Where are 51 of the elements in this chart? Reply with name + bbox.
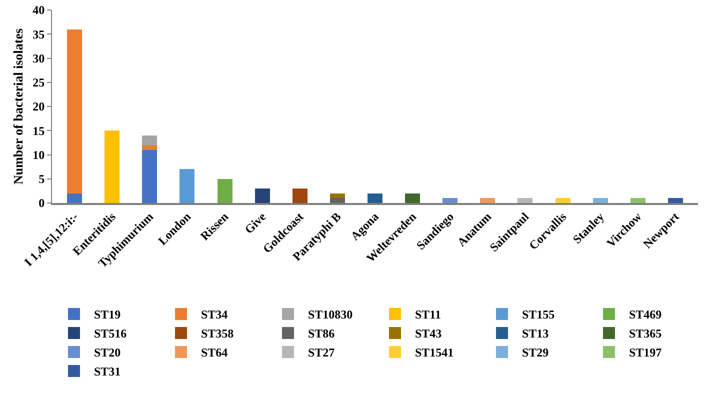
legend-label: ST155 (522, 308, 555, 322)
bar (367, 193, 383, 203)
x-tick-label: Give (242, 209, 270, 236)
legend-label: ST64 (201, 346, 228, 360)
legend-label: ST13 (522, 326, 549, 341)
bar (67, 29, 82, 194)
y-tick-label: 20 (32, 100, 45, 114)
bar (217, 178, 232, 203)
bar (480, 198, 496, 203)
y-tick-label: 15 (32, 124, 45, 138)
bar (104, 130, 120, 203)
y-tick-label: 10 (32, 148, 45, 162)
bar (142, 145, 158, 150)
bar (630, 198, 646, 203)
legend-label: ST31 (94, 364, 121, 379)
bar (518, 198, 533, 203)
bar (142, 135, 158, 146)
y-tick-label: 25 (32, 76, 45, 90)
legend-label: ST19 (94, 308, 121, 322)
legend-label: ST34 (201, 308, 228, 322)
legend-label: ST358 (201, 326, 234, 341)
legend-label: ST365 (629, 326, 662, 341)
legend-label: ST197 (629, 346, 662, 360)
y-tick-label: 0 (38, 196, 45, 210)
bar (405, 193, 420, 203)
bar (330, 193, 345, 198)
legend-label: ST20 (94, 346, 121, 360)
legend-label: ST43 (415, 326, 442, 341)
legend-label: ST469 (629, 308, 662, 322)
y-tick-label: 5 (38, 172, 45, 186)
bar (555, 198, 570, 203)
legend-label: ST29 (522, 346, 549, 360)
legend-label: ST27 (308, 346, 335, 360)
bar (180, 169, 195, 203)
bar (668, 198, 683, 203)
y-tick-label: 40 (32, 3, 45, 18)
y-tick-label: 30 (32, 51, 45, 66)
bar (442, 198, 458, 203)
bar (142, 150, 158, 203)
bar (67, 193, 82, 203)
bar (592, 198, 608, 203)
legend-label: ST10830 (308, 308, 353, 322)
bar (254, 188, 270, 203)
legend-label: ST516 (94, 326, 127, 341)
legend-label: ST1541 (415, 346, 454, 360)
bar (330, 198, 345, 203)
legend-label: ST11 (415, 308, 442, 322)
y-tick-label: 35 (32, 27, 45, 42)
y-axis-title: Number of bacterial isolates (10, 28, 26, 185)
bar (292, 188, 308, 203)
legend-label: ST86 (308, 326, 335, 341)
